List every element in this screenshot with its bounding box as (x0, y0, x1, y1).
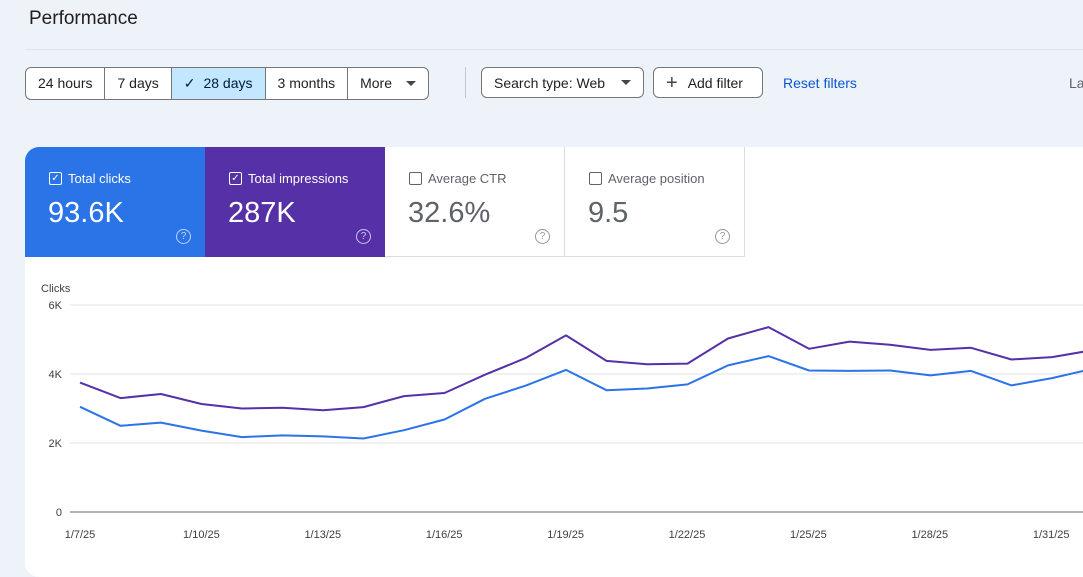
metric-label-text: Average CTR (428, 171, 507, 186)
chevron-down-icon (406, 81, 417, 86)
metric-average-position[interactable]: Average position 9.5 ? (565, 147, 745, 257)
checkbox-unchecked-icon[interactable] (589, 172, 602, 185)
metric-label-text: Total impressions (248, 171, 349, 186)
x-tick-label: 1/22/25 (669, 529, 706, 541)
range-24-hours-button[interactable]: 24 hours (26, 68, 106, 99)
metric-label: ✓ Total impressions (229, 171, 348, 186)
y-tick-label: 2K (49, 438, 63, 450)
range-label: 24 hours (38, 75, 93, 91)
page-title: Performance (29, 8, 138, 29)
metric-label-text: Total clicks (68, 171, 131, 186)
check-icon: ✓ (183, 75, 196, 91)
y-tick-label: 6K (49, 300, 63, 312)
range-label: 7 days (117, 75, 159, 91)
range-7-days-button[interactable]: 7 days (105, 68, 172, 99)
help-icon[interactable]: ? (176, 229, 191, 244)
x-tick-label: 1/10/25 (183, 529, 220, 541)
plus-icon: + (666, 71, 678, 94)
metric-label: Average CTR (409, 171, 507, 186)
range-3-months-button[interactable]: 3 months (266, 68, 349, 99)
range-label: More (360, 75, 393, 91)
impressions-series-line (79, 326, 1083, 412)
metric-label-text: Average position (608, 171, 705, 186)
last-updated-text: La (1069, 75, 1083, 91)
x-tick-label: 1/31/25 (1033, 529, 1070, 541)
help-icon[interactable]: ? (535, 229, 550, 244)
metric-value: 287K (228, 197, 296, 229)
chevron-down-icon (621, 80, 631, 85)
add-filter-label: Add filter (687, 74, 743, 91)
checkbox-unchecked-icon[interactable] (409, 172, 422, 185)
x-tick-label: 1/13/25 (304, 529, 341, 541)
metric-label: ✓ Total clicks (49, 171, 131, 186)
x-tick-label: 1/7/25 (65, 529, 96, 541)
metric-total-impressions[interactable]: ✓ Total impressions 287K ? (205, 147, 385, 257)
metric-value: 93.6K (48, 197, 124, 229)
clicks-series-line (79, 355, 1083, 440)
toolbar-separator (465, 67, 466, 98)
add-filter-button[interactable]: + Add filter (653, 67, 763, 98)
help-icon[interactable]: ? (715, 229, 730, 244)
y-tick-label: 0 (56, 507, 62, 519)
range-label: 3 months (277, 75, 336, 91)
checkbox-checked-icon[interactable]: ✓ (49, 172, 62, 185)
range-label: 28 days (203, 75, 253, 91)
x-tick-label: 1/16/25 (426, 529, 463, 541)
metric-value: 9.5 (588, 197, 629, 229)
x-tick-label: 1/25/25 (790, 529, 827, 541)
search-type-label: Search type: Web (494, 74, 606, 91)
metric-label: Average position (589, 171, 705, 186)
x-tick-label: 1/19/25 (547, 529, 584, 541)
x-tick-label: 1/28/25 (911, 529, 948, 541)
checkbox-checked-icon[interactable]: ✓ (229, 172, 242, 185)
help-icon[interactable]: ? (356, 229, 371, 244)
metric-total-clicks[interactable]: ✓ Total clicks 93.6K ? (25, 147, 205, 257)
y-axis-label: Clicks (41, 283, 71, 295)
metric-average-ctr[interactable]: Average CTR 32.6% ? (385, 147, 565, 257)
date-range-selector: 24 hours 7 days ✓ 28 days 3 months More (25, 67, 430, 100)
range-more-button[interactable]: More (348, 68, 428, 99)
metric-value: 32.6% (408, 197, 491, 229)
header-divider (25, 49, 1083, 50)
range-28-days-button[interactable]: ✓ 28 days (171, 68, 266, 99)
search-type-dropdown[interactable]: Search type: Web (481, 67, 644, 98)
reset-filters-link[interactable]: Reset filters (783, 75, 857, 91)
y-tick-label: 4K (49, 369, 63, 381)
